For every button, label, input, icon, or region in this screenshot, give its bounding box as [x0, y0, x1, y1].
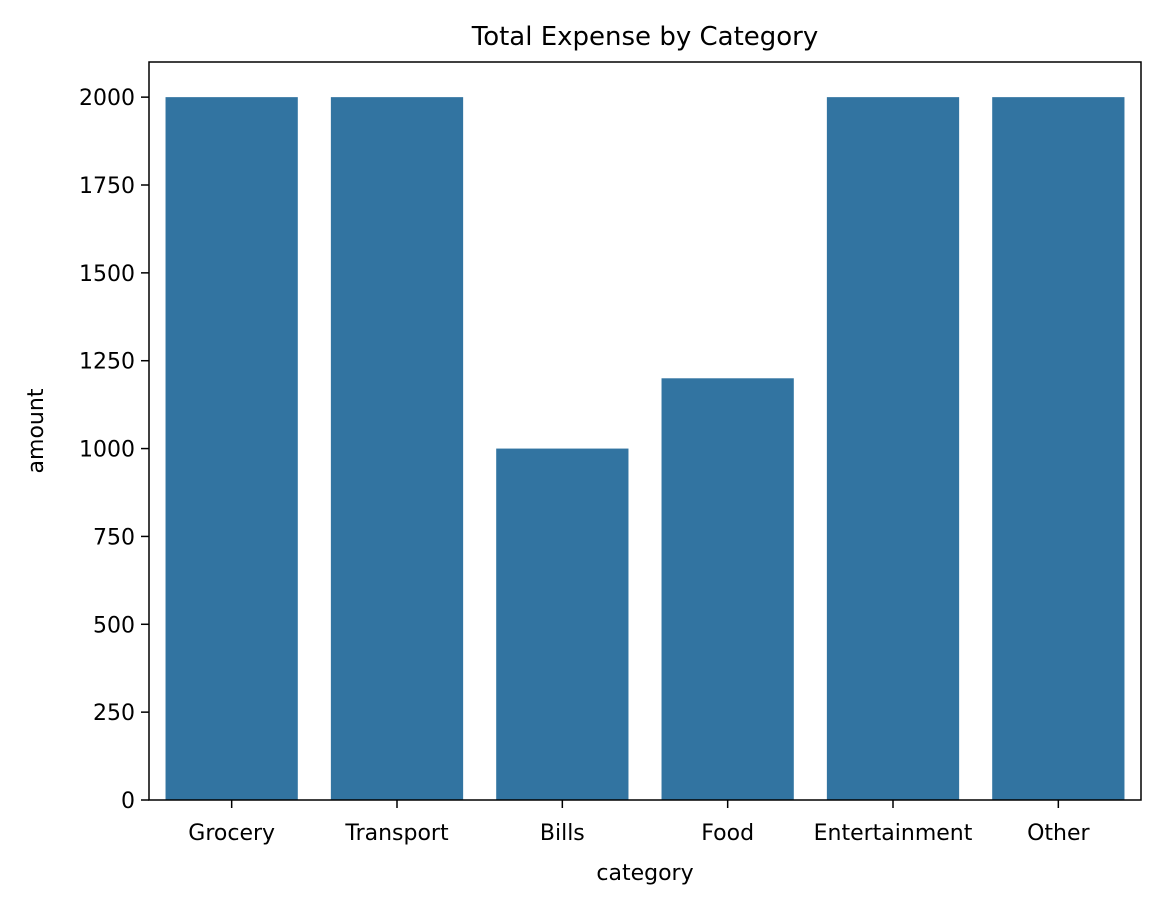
y-tick-label: 750 — [93, 525, 135, 550]
y-axis-title: amount — [24, 388, 49, 473]
x-tick-label: Bills — [540, 821, 585, 846]
x-axis-title: category — [596, 861, 693, 886]
x-tick-label: Other — [1027, 821, 1090, 846]
bar-other — [992, 97, 1125, 800]
bar-transport — [330, 97, 464, 800]
bars-layer — [165, 97, 1125, 800]
plot-frame — [148, 61, 1142, 801]
x-axis-ticks: Grocery Transport Bills Food Entertainment Ot… — [188, 800, 1091, 846]
x-tick-label: Food — [701, 821, 754, 846]
bar-food — [661, 378, 794, 800]
bar-bills — [496, 448, 629, 800]
bar-entertainment — [826, 97, 960, 800]
y-tick-label: 1750 — [79, 174, 135, 199]
y-tick-label: 2000 — [79, 86, 135, 111]
y-tick-label: 1000 — [79, 438, 135, 463]
y-tick-label: 250 — [93, 701, 135, 726]
y-axis-ticks: 0 250 500 750 1000 1250 1500 1750 2000 — [79, 86, 149, 814]
x-tick-label: Entertainment — [814, 821, 973, 846]
y-tick-label: 500 — [93, 613, 135, 638]
x-tick-label: Transport — [344, 821, 449, 846]
y-tick-label: 1250 — [79, 350, 135, 375]
y-tick-label: 1500 — [79, 262, 135, 287]
x-tick-label: Grocery — [188, 821, 275, 846]
chart-title: Total Expense by Category — [471, 22, 819, 52]
bar-grocery — [165, 97, 298, 800]
y-tick-label: 0 — [121, 789, 135, 814]
